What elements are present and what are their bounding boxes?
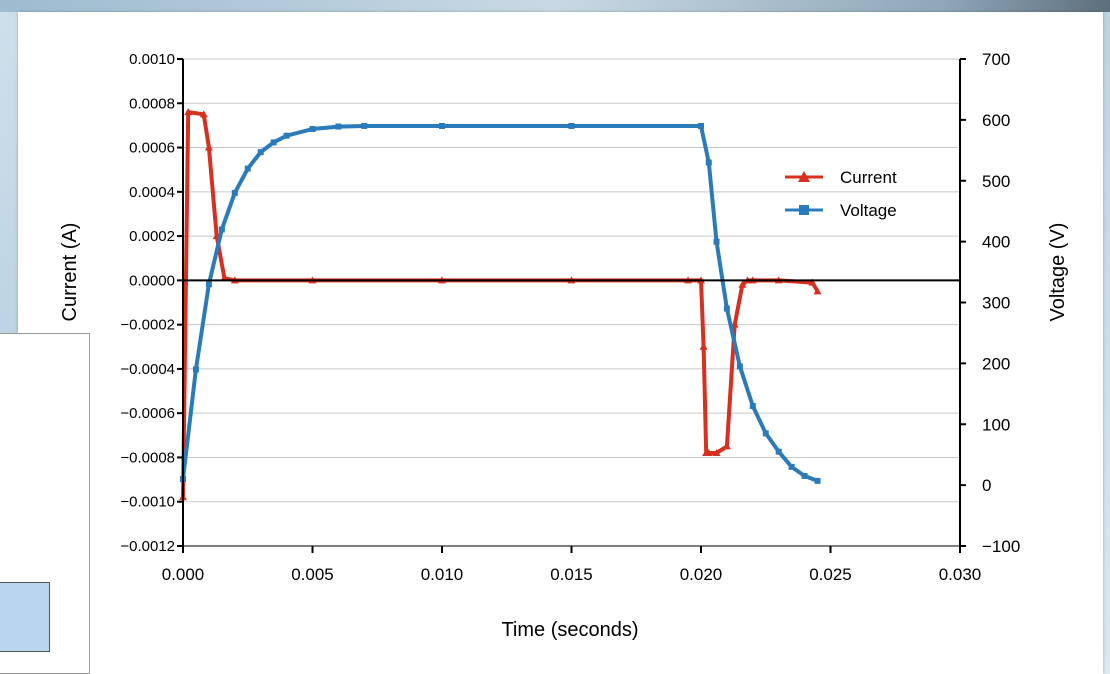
data-point-current <box>204 143 213 151</box>
x-tick-label: 0.030 <box>939 565 982 584</box>
ticks-layer: 0.00100.00080.00060.00040.00020.0000−0.0… <box>120 50 1020 584</box>
data-point-voltage <box>192 366 199 373</box>
right-tick-label: 400 <box>982 233 1010 252</box>
data-point-voltage <box>788 463 795 470</box>
x-tick-label: 0.015 <box>550 565 593 584</box>
data-point-current <box>813 287 822 295</box>
legend-item-current: Current <box>785 168 897 187</box>
data-point-voltage <box>723 305 730 312</box>
data-point-current <box>184 108 193 116</box>
x-tick-label: 0.020 <box>680 565 723 584</box>
right-tick-label: 500 <box>982 172 1010 191</box>
data-point-current <box>738 280 747 288</box>
data-point-voltage <box>705 159 712 166</box>
legend-label-current: Current <box>840 168 897 187</box>
background-strip <box>0 0 1110 12</box>
right-tick-label: −100 <box>982 537 1020 556</box>
data-point-voltage <box>231 189 238 196</box>
data-point-voltage <box>283 132 290 139</box>
series-line-voltage <box>181 124 819 483</box>
legend-item-voltage: Voltage <box>785 201 897 220</box>
data-point-voltage <box>309 126 316 133</box>
legend: Current Voltage <box>785 168 897 220</box>
left-tick-label: 0.0004 <box>129 184 175 201</box>
data-point-voltage <box>244 165 251 172</box>
data-point-current <box>199 110 208 118</box>
x-tick-label: 0.025 <box>809 565 852 584</box>
data-point-voltage <box>713 238 720 245</box>
right-axis-title: Voltage (V) <box>1047 223 1069 322</box>
data-point-current <box>699 342 708 350</box>
left-tick-label: −0.0004 <box>120 361 175 378</box>
left-tick-label: −0.0002 <box>120 317 175 334</box>
data-point-voltage <box>205 281 212 288</box>
x-axis-title: Time (seconds) <box>501 619 638 641</box>
left-tick-label: −0.0010 <box>120 494 175 511</box>
right-tick-label: 100 <box>982 415 1010 434</box>
left-tick-label: −0.0008 <box>120 449 175 466</box>
series-layer <box>179 108 822 501</box>
left-tick-label: 0.0008 <box>129 95 175 112</box>
data-point-voltage <box>568 122 575 129</box>
data-point-voltage <box>257 149 264 156</box>
data-point-voltage <box>762 430 769 437</box>
series-line-current <box>181 110 820 498</box>
left-tick-label: 0.0000 <box>129 272 175 289</box>
data-point-voltage <box>218 226 225 233</box>
data-point-voltage <box>439 122 445 129</box>
data-point-voltage <box>698 122 704 129</box>
data-point-voltage <box>775 448 782 455</box>
right-tick-label: 0 <box>982 476 991 495</box>
x-tick-label: 0.010 <box>421 565 464 584</box>
left-tick-label: −0.0006 <box>120 405 175 422</box>
right-tick-label: 200 <box>982 354 1010 373</box>
left-axis-title: Current (A) <box>59 223 81 322</box>
left-tick-label: −0.0012 <box>120 538 175 555</box>
data-point-voltage <box>361 122 368 129</box>
data-point-voltage <box>801 472 808 479</box>
data-point-current <box>712 449 721 457</box>
data-point-voltage <box>814 477 821 484</box>
x-tick-label: 0.000 <box>162 565 205 584</box>
data-point-current <box>704 449 713 457</box>
data-point-voltage <box>736 363 743 370</box>
x-tick-label: 0.005 <box>291 565 334 584</box>
right-tick-label: 300 <box>982 294 1010 313</box>
legend-label-voltage: Voltage <box>840 201 897 220</box>
data-point-voltage <box>749 402 756 409</box>
left-tick-label: 0.0010 <box>129 51 175 68</box>
right-tick-label: 700 <box>982 50 1010 69</box>
left-tick-label: 0.0006 <box>129 140 175 157</box>
data-point-current <box>808 278 817 286</box>
data-point-voltage <box>335 123 342 130</box>
left-tick-label: 0.0002 <box>129 228 175 245</box>
data-point-current <box>722 442 731 450</box>
right-tick-label: 600 <box>982 111 1010 130</box>
data-point-voltage <box>270 139 277 146</box>
inset-swatch <box>0 582 50 652</box>
